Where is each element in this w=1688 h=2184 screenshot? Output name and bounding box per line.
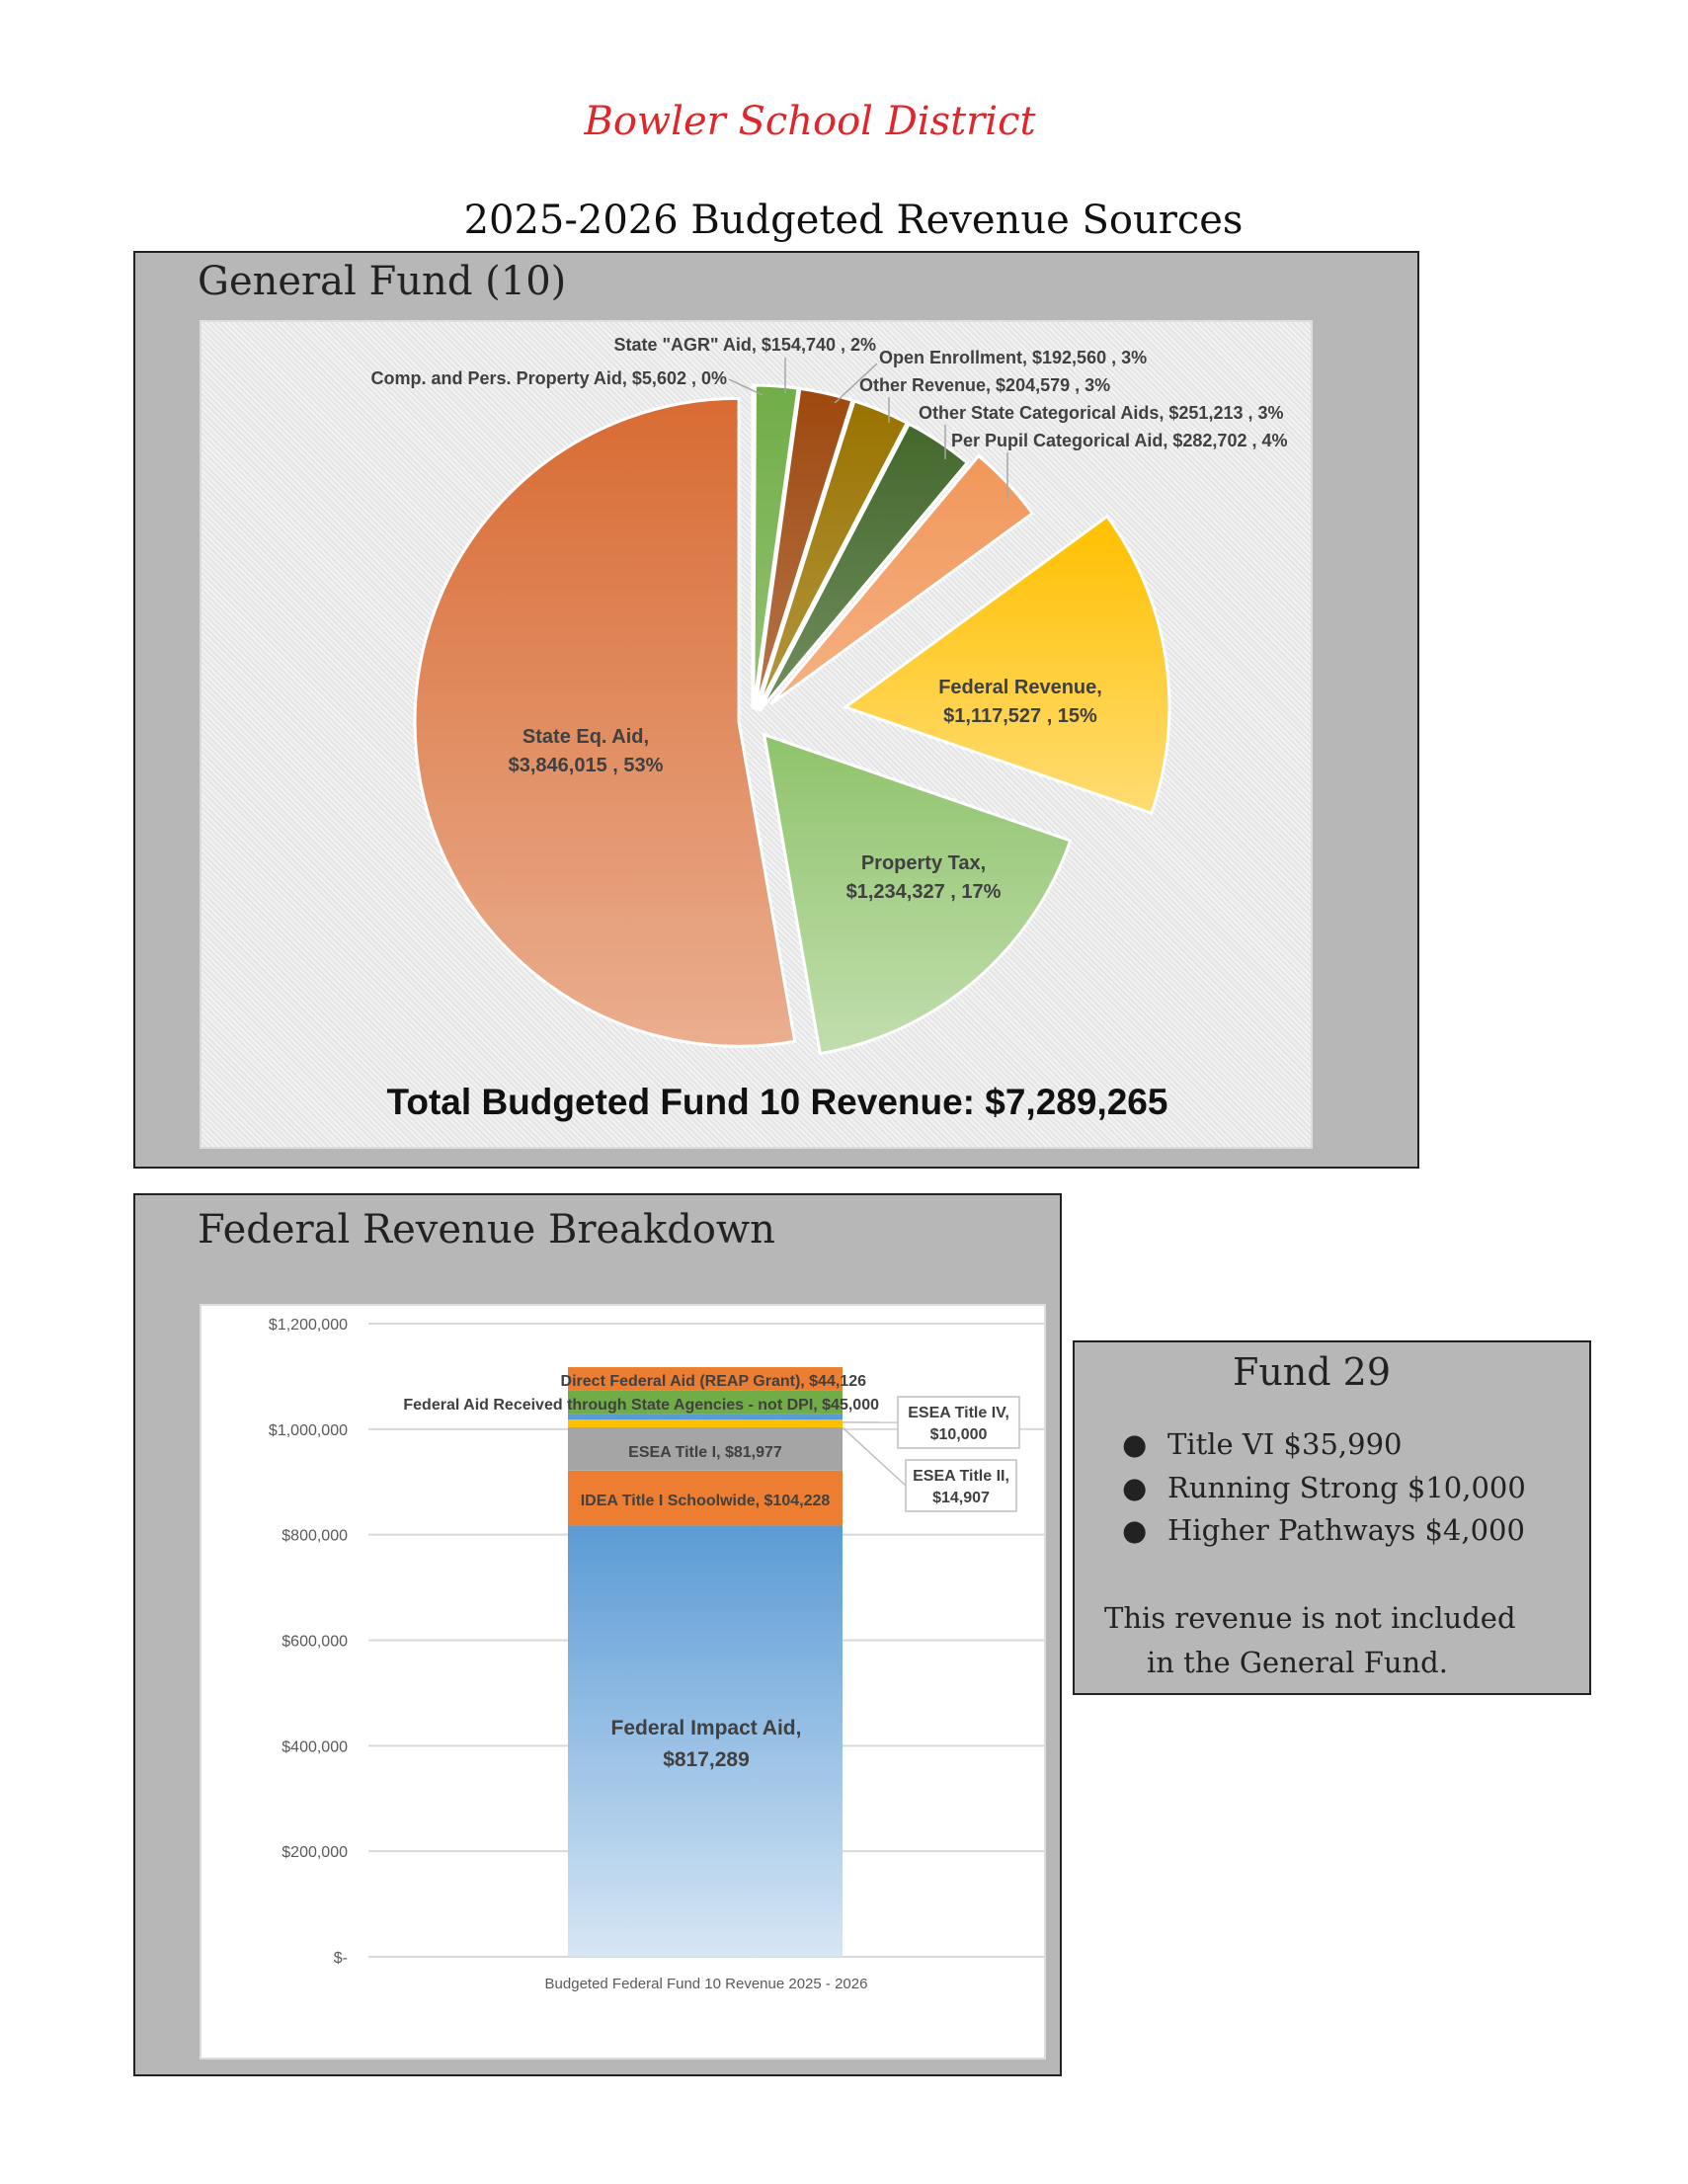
bullet-icon: ● <box>1122 1513 1148 1547</box>
pie-slice <box>413 396 797 1048</box>
bar-label: Federal Impact Aid, <box>611 1717 802 1739</box>
callout-label: $10,000 <box>930 1426 988 1443</box>
pie-label: State Eq. Aid, <box>522 726 649 748</box>
fund29-note: This revenue is not included <box>1104 1601 1516 1635</box>
pie-label: $1,117,527 , 15% <box>943 705 1097 727</box>
bar-segment <box>568 1525 843 1957</box>
leader-line <box>728 378 764 396</box>
fund29-item: Title VI $35,990 <box>1167 1427 1403 1461</box>
pie-label: State "AGR" Aid, $154,740 , 2% <box>613 335 876 355</box>
y-tick-label: $- <box>334 1950 348 1967</box>
bar-label: IDEA Title I Schoolwide, $104,228 <box>581 1493 831 1509</box>
y-tick-label: $200,000 <box>281 1844 348 1861</box>
general-fund-panel: General Fund (10) <box>133 251 1419 1169</box>
callout-box <box>905 1459 1017 1512</box>
pie-slice <box>754 386 854 710</box>
pie-label: Other State Categorical Aids, $251,213 ,… <box>919 403 1284 423</box>
pie-slice <box>842 514 1171 816</box>
fund29-item: Running Strong $10,000 <box>1167 1471 1526 1504</box>
bar-segment <box>568 1414 843 1420</box>
callout-label: $14,907 <box>932 1490 990 1506</box>
pie-slice <box>756 399 910 711</box>
fund29-item: Higher Pathways $4,000 <box>1167 1513 1525 1547</box>
bar-segment <box>568 1426 843 1471</box>
callout-box <box>897 1396 1020 1449</box>
callout-label: ESEA Title IV, <box>908 1405 1009 1421</box>
pie-label: Federal Revenue, <box>938 677 1102 698</box>
fund29-panel: Fund 29 ● Title VI $35,990 ● Running Str… <box>1073 1340 1591 1695</box>
pie-slice <box>762 732 1073 1056</box>
bar-segment <box>568 1470 843 1526</box>
fund29-note: in the General Fund. <box>1147 1646 1448 1679</box>
pie-label: Other Revenue, $204,579 , 3% <box>859 375 1110 395</box>
pie-label: Open Enrollment, $192,560 , 3% <box>879 348 1147 367</box>
bullet-icon: ● <box>1122 1471 1148 1504</box>
pie-label: Comp. and Pers. Property Aid, $5,602 , 0… <box>371 368 727 388</box>
pie-label: Per Pupil Categorical Aid, $282,702 , 4% <box>951 431 1287 450</box>
y-tick-label: $600,000 <box>281 1634 348 1651</box>
leader-line <box>834 363 878 404</box>
federal-revenue-title: Federal Revenue Breakdown <box>198 1207 775 1253</box>
total-revenue-label: Total Budgeted Fund 10 Revenue: $7,289,2… <box>387 1082 1168 1122</box>
district-name: Bowler School District <box>584 99 1036 144</box>
bar-label: ESEA Title I, $81,977 <box>628 1444 782 1461</box>
bullet-icon: ● <box>1122 1427 1148 1461</box>
y-tick-label: $400,000 <box>281 1739 348 1755</box>
bar-segment <box>568 1367 843 1391</box>
general-fund-title: General Fund (10) <box>198 259 567 304</box>
page-title: 2025-2026 Budgeted Revenue Sources <box>463 198 1244 243</box>
y-tick-label: $1,200,000 <box>269 1317 348 1334</box>
pie-slice <box>758 422 970 712</box>
callout-label: ESEA Title II, <box>913 1468 1009 1485</box>
bar-segment <box>568 1390 843 1415</box>
pie-slice <box>752 383 800 710</box>
y-tick-label: $800,000 <box>281 1528 348 1545</box>
pie-label: $1,234,327 , 17% <box>846 881 1002 903</box>
pie-label: $3,846,015 , 53% <box>509 755 664 776</box>
bar-segment <box>568 1419 843 1427</box>
pie-label: Property Tax, <box>861 852 986 874</box>
y-tick-label: $1,000,000 <box>269 1422 348 1439</box>
x-category-label: Budgeted Federal Fund 10 Revenue 2025 - … <box>545 1976 868 1992</box>
fund29-title: Fund 29 <box>1232 1350 1392 1394</box>
callout-leader <box>842 1426 907 1487</box>
bar-label: Direct Federal Aid (REAP Grant), $44,126 <box>561 1373 867 1390</box>
bar-label: $817,289 <box>663 1748 750 1771</box>
bar-label: Federal Aid Received through State Agenc… <box>403 1397 879 1414</box>
